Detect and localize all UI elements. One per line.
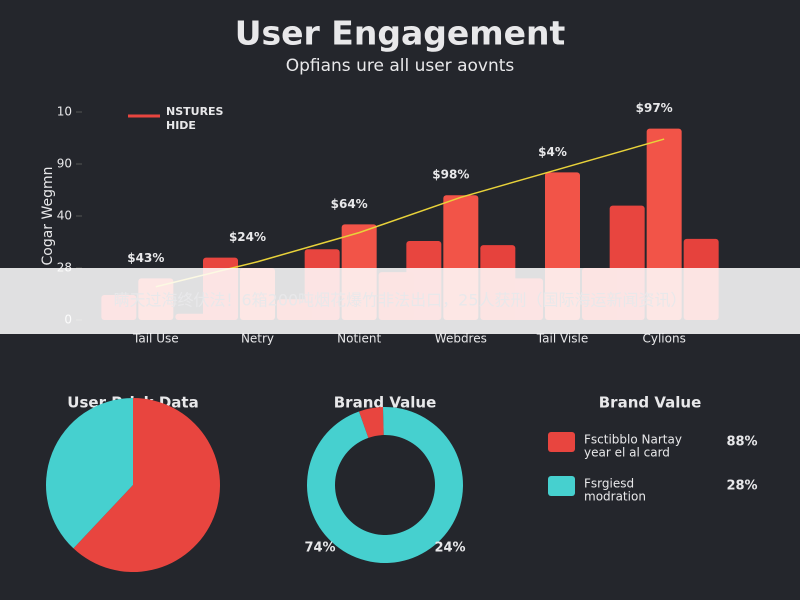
x-tick-label: Tail Use [132,332,179,346]
donut-label: 24% [434,541,465,556]
legend-swatch [548,432,575,452]
list-label: Fsrgiesd [584,477,634,491]
y-axis-label: Cogar Wegmn [40,166,56,265]
legend-swatch [548,476,575,496]
data-label: $97% [636,101,673,115]
list-label: Fsctibblo Nartay [584,433,682,447]
x-tick-label: Tail Visle [536,332,588,346]
y-tick-label: 10 [57,105,72,119]
pie-slice [46,398,133,549]
y-tick-label: 40 [57,209,72,223]
chart-title: Brand Value [599,394,702,412]
x-tick-label: Cylions [642,332,685,346]
page-title: User Engagement [235,14,566,53]
x-tick-label: Notient [337,332,381,346]
y-tick-label: 90 [57,157,72,171]
trend-line [155,138,665,288]
list-value: 88% [726,435,757,450]
data-label: $24% [229,230,266,244]
banner-text: 瞒天过海终伏法！6箱200吨烟花爆竹非法出口，25人获刑（国际海运新闻资讯） [113,291,686,310]
data-label: $43% [127,251,164,265]
x-tick-label: Netry [241,332,274,346]
pie-slice [73,398,221,572]
data-label: $4% [538,145,567,159]
list-value: 28% [726,479,757,494]
banner-overlay [0,268,800,334]
list-label: year el al card [584,446,670,460]
donut-slice [307,406,464,563]
chart-title: Brand Value [334,394,437,412]
donut-label: 74% [304,541,335,556]
data-label: $98% [432,168,469,182]
legend-label: HIDE [166,119,196,132]
data-label: $64% [331,197,368,211]
page-subtitle: Opfians ure all user aovnts [286,56,515,76]
donut-slice [358,407,384,438]
legend-label: NSTURES [166,105,224,118]
list-label: modration [584,490,646,504]
x-tick-label: Webdres [435,332,487,346]
